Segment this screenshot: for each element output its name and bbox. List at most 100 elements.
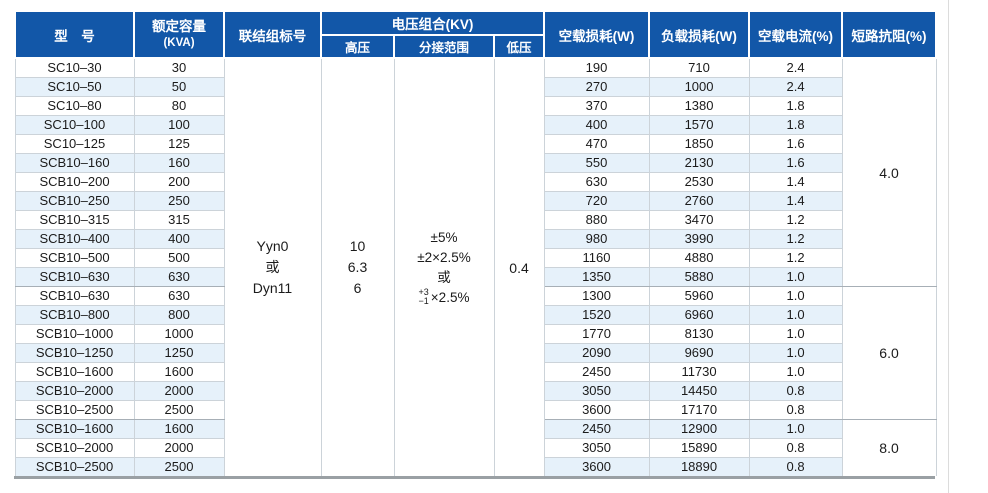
cell-capacity: 160 xyxy=(134,153,225,173)
cell-no-load-current: 1.0 xyxy=(749,343,843,363)
header-row-1: 型 号 额定容量 (KVA) 联结组标号 电压组合(KV) 空载损耗(W) 负载… xyxy=(14,10,938,59)
cell-capacity: 400 xyxy=(134,229,225,249)
cell-capacity: 1000 xyxy=(134,324,225,344)
cell-no-load-current: 1.0 xyxy=(749,324,843,344)
cell-no-load-current: 1.2 xyxy=(749,248,843,268)
table-row: SCB10–1000 1000 1770 8130 1.0 xyxy=(14,324,936,344)
cell-no-load-current: 1.0 xyxy=(749,362,843,382)
table-row: SCB10–1600 1600 2450 11730 1.0 xyxy=(14,362,936,382)
header-capacity-line2: (KVA) xyxy=(163,36,195,49)
cell-load-loss: 5960 xyxy=(649,286,750,306)
cell-load-loss: 5880 xyxy=(649,267,750,287)
table-row: SC10–100 100 400 1570 1.8 xyxy=(14,115,936,135)
header-model: 型 号 xyxy=(14,10,135,59)
table-row: SC10–125 125 470 1850 1.6 xyxy=(14,134,936,154)
cell-no-load-current: 1.2 xyxy=(749,229,843,249)
cell-no-load-current: 0.8 xyxy=(749,438,843,458)
header-capacity-line1: 额定容量 xyxy=(152,18,206,34)
table-header: 型 号 额定容量 (KVA) 联结组标号 电压组合(KV) 空载损耗(W) 负载… xyxy=(14,10,938,59)
cell-no-load-loss: 3050 xyxy=(544,438,650,458)
cell-no-load-loss: 190 xyxy=(544,58,650,78)
table-row: SCB10–400 400 980 3990 1.2 xyxy=(14,229,936,249)
cell-capacity: 2000 xyxy=(134,438,225,458)
cell-no-load-loss: 1300 xyxy=(544,286,650,306)
cell-model: SCB10–2500 xyxy=(14,400,135,420)
cell-no-load-current: 1.6 xyxy=(749,134,843,154)
cell-no-load-loss: 1350 xyxy=(544,267,650,287)
cell-model: SCB10–315 xyxy=(14,210,135,230)
table-row: SCB10–630 630 1300 5960 1.0 6.0 xyxy=(14,286,937,420)
tap-stacked-fraction: +3 −1 xyxy=(418,286,429,306)
cell-load-loss: 15890 xyxy=(649,438,750,458)
cell-impedance: 8.0 xyxy=(842,419,937,476)
cell-no-load-current: 1.0 xyxy=(749,305,843,325)
table-row: SCB10–800 800 1520 6960 1.0 xyxy=(14,305,936,325)
cell-model: SCB10–1600 xyxy=(14,362,135,382)
cell-no-load-loss: 400 xyxy=(544,115,650,135)
cell-load-loss: 4880 xyxy=(649,248,750,268)
table-row: SCB10–1250 1250 2090 9690 1.0 xyxy=(14,343,936,363)
cell-load-loss: 2760 xyxy=(649,191,750,211)
header-connection: 联结组标号 xyxy=(223,10,322,59)
cell-model: SCB10–400 xyxy=(14,229,135,249)
table-row: SCB10–500 500 1160 4880 1.2 xyxy=(14,248,936,268)
table-row: SCB10–2500 2500 3600 17170 0.8 xyxy=(14,400,936,420)
cell-model: SCB10–630 xyxy=(14,267,135,287)
table-row: SCB10–630 630 1350 5880 1.0 xyxy=(14,267,936,287)
cell-load-loss: 14450 xyxy=(649,381,750,401)
header-no-load-loss: 空载损耗(W) xyxy=(543,10,651,59)
cell-no-load-current: 1.4 xyxy=(749,172,843,192)
cell-no-load-current: 1.0 xyxy=(749,267,843,287)
cell-no-load-loss: 3600 xyxy=(544,457,650,476)
header-load-loss: 负载损耗(W) xyxy=(648,10,751,59)
cell-capacity: 2500 xyxy=(134,457,225,476)
cell-load-loss: 1570 xyxy=(649,115,750,135)
cell-model: SCB10–2500 xyxy=(14,457,135,476)
cell-no-load-current: 1.0 xyxy=(749,419,843,439)
cell-capacity: 1600 xyxy=(134,419,225,439)
cell-capacity: 100 xyxy=(134,115,225,135)
table-row: SCB10–315 315 880 3470 1.2 xyxy=(14,210,936,230)
cell-model: SCB10–630 xyxy=(14,286,135,306)
table-row: SCB10–2000 2000 3050 15890 0.8 xyxy=(14,438,936,458)
cell-capacity: 500 xyxy=(134,248,225,268)
cell-no-load-current: 0.8 xyxy=(749,381,843,401)
cell-impedance: 6.0 xyxy=(842,286,937,420)
cell-load-loss: 11730 xyxy=(649,362,750,382)
cell-capacity: 630 xyxy=(134,286,225,306)
transformer-spec-table: 型 号 额定容量 (KVA) 联结组标号 电压组合(KV) 空载损耗(W) 负载… xyxy=(14,10,938,476)
cell-load-loss: 1380 xyxy=(649,96,750,116)
cell-capacity: 2500 xyxy=(134,400,225,420)
cell-no-load-loss: 1520 xyxy=(544,305,650,325)
cell-model: SCB10–2000 xyxy=(14,381,135,401)
cell-no-load-loss: 2090 xyxy=(544,343,650,363)
table-row: SCB10–1600 1600 2450 12900 1.0 8.0 xyxy=(14,419,937,476)
cell-capacity: 1600 xyxy=(134,362,225,382)
table-row: SCB10–2500 2500 3600 18890 0.8 xyxy=(14,457,936,476)
cell-no-load-current: 1.2 xyxy=(749,210,843,230)
cell-no-load-loss: 1160 xyxy=(544,248,650,268)
cell-no-load-loss: 980 xyxy=(544,229,650,249)
cell-no-load-loss: 2450 xyxy=(544,362,650,382)
cell-model: SCB10–200 xyxy=(14,172,135,192)
cell-connection-group: Yyn0 或 Dyn11 xyxy=(224,58,322,476)
spec-table-wrap: 型 号 额定容量 (KVA) 联结组标号 电压组合(KV) 空载损耗(W) 负载… xyxy=(14,10,938,479)
cell-load-loss: 2530 xyxy=(649,172,750,192)
cell-load-loss: 1000 xyxy=(649,77,750,97)
header-tap-range: 分接范围 xyxy=(393,34,495,59)
cell-no-load-loss: 630 xyxy=(544,172,650,192)
cell-capacity: 50 xyxy=(134,77,225,97)
table-row: SC10–50 50 270 1000 2.4 xyxy=(14,77,936,97)
cell-load-loss: 710 xyxy=(649,58,750,78)
cell-model: SCB10–1250 xyxy=(14,343,135,363)
cell-no-load-loss: 880 xyxy=(544,210,650,230)
cell-capacity: 2000 xyxy=(134,381,225,401)
cell-no-load-loss: 720 xyxy=(544,191,650,211)
cell-load-loss: 6960 xyxy=(649,305,750,325)
cell-model: SCB10–2000 xyxy=(14,438,135,458)
cell-capacity: 1250 xyxy=(134,343,225,363)
header-capacity: 额定容量 (KVA) xyxy=(133,10,225,59)
cell-capacity: 800 xyxy=(134,305,225,325)
cell-no-load-loss: 3050 xyxy=(544,381,650,401)
